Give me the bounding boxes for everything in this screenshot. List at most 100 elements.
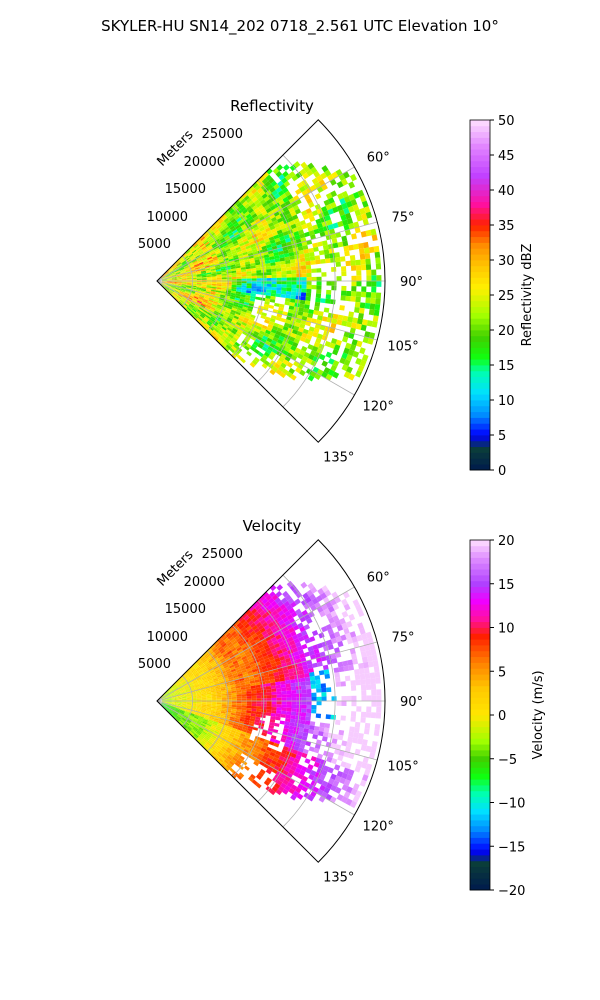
radar-gate — [198, 680, 204, 684]
radar-gate — [180, 298, 186, 303]
radar-gate — [221, 289, 227, 292]
radar-gate — [271, 274, 277, 278]
radar-gate — [244, 734, 251, 740]
radar-gate — [176, 705, 182, 707]
radar-gate — [290, 686, 297, 691]
radar-gate — [290, 679, 296, 684]
radar-gate — [358, 248, 365, 255]
radar-gate — [306, 272, 312, 278]
radar-gate — [239, 260, 245, 264]
radar-gate — [219, 247, 225, 251]
radar-gate — [348, 222, 355, 230]
radar-gate — [344, 746, 351, 753]
radar-gate — [245, 732, 252, 737]
radar-gate — [365, 763, 373, 771]
radar-gate — [241, 701, 247, 704]
radar-gate — [231, 276, 237, 280]
radar-gate — [251, 666, 257, 671]
radar-gate — [316, 778, 324, 785]
radar-gate — [257, 223, 264, 229]
radar-gate — [177, 684, 183, 688]
radar-gate — [356, 281, 362, 287]
radar-gate — [306, 708, 312, 714]
radar-gate — [236, 701, 242, 704]
radar-gate — [236, 671, 243, 675]
radar-gate — [237, 673, 244, 677]
radar-gate — [191, 720, 197, 724]
radar-gate — [340, 761, 347, 768]
radar-gate — [311, 285, 317, 290]
radar-gate — [291, 693, 297, 698]
radar-gate — [271, 691, 277, 695]
radar-gate — [298, 649, 305, 655]
colorbar-segment — [470, 382, 490, 389]
radar-gate — [246, 698, 252, 701]
radar-gate — [230, 688, 237, 692]
radar-gate — [196, 692, 202, 695]
radar-gate — [265, 647, 271, 653]
radar-gate — [331, 657, 338, 664]
radar-gate — [196, 737, 202, 743]
radar-gate — [189, 723, 194, 728]
radar-gate — [253, 330, 260, 336]
radar-gate — [343, 603, 351, 611]
radar-gate — [308, 746, 315, 752]
radar-gate — [335, 676, 341, 683]
radar-gate — [221, 736, 228, 741]
radar-gate — [175, 271, 181, 274]
radar-gate — [317, 315, 323, 321]
radar-gate — [256, 703, 262, 707]
radar-gate — [221, 702, 227, 705]
radar-gate — [203, 737, 209, 742]
radar-field — [160, 161, 382, 382]
radar-gate — [265, 174, 272, 181]
radar-gate — [220, 239, 227, 244]
radar-gate — [321, 360, 329, 368]
radar-gate — [276, 277, 282, 281]
radar-gate — [231, 319, 237, 324]
radar-gate — [351, 636, 358, 643]
radar-gate — [285, 263, 291, 268]
radar-gate — [330, 322, 337, 329]
radar-gate — [214, 294, 221, 298]
radar-gate — [221, 281, 227, 283]
radar-gate — [232, 723, 239, 728]
radar-gate — [214, 334, 221, 340]
radar-gate — [243, 254, 249, 258]
radar-gate — [194, 313, 199, 318]
radar-gate — [278, 220, 285, 227]
radar-gate — [297, 246, 304, 251]
radar-gate — [308, 650, 315, 656]
radar-gate — [264, 340, 271, 346]
radar-gate — [248, 319, 254, 324]
radar-gate — [339, 617, 346, 625]
radar-gate — [240, 686, 247, 690]
radar-gate — [376, 689, 382, 696]
radar-gate — [179, 687, 185, 691]
radar-gate — [213, 719, 219, 723]
radar-gate — [269, 789, 276, 796]
radar-gate — [202, 231, 208, 237]
panel-title: Reflectivity — [230, 97, 314, 115]
radar-gate — [196, 310, 202, 315]
radar-gate — [259, 595, 266, 602]
radar-gate — [171, 696, 177, 699]
colorbar-segment — [470, 709, 490, 716]
radar-gate — [246, 667, 252, 672]
radar-gate — [242, 226, 248, 232]
radar-gate — [214, 264, 221, 268]
radar-gate — [226, 275, 232, 278]
radar-gate — [333, 344, 341, 351]
radar-gate — [238, 302, 244, 307]
radar-gate — [184, 687, 190, 691]
radar-gate — [202, 318, 208, 324]
radar-gate — [226, 307, 232, 312]
radar-gate — [361, 656, 368, 663]
radar-gate — [304, 758, 311, 764]
radar-gate — [291, 277, 297, 281]
radar-gate — [276, 584, 284, 591]
radar-gate — [232, 660, 239, 665]
radar-gate — [199, 685, 205, 689]
radar-gate — [341, 336, 349, 343]
radar-gate — [337, 314, 344, 321]
